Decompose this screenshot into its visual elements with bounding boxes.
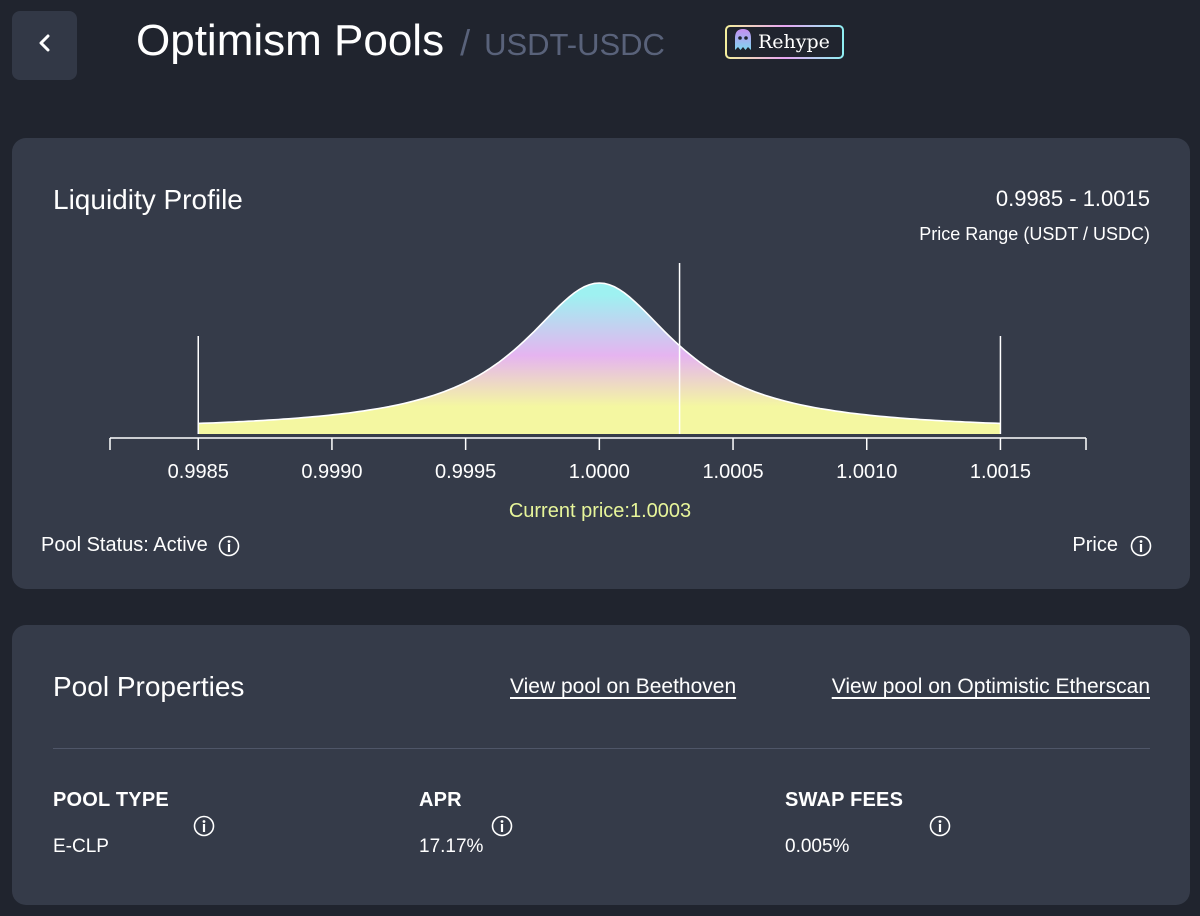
pool-status: Pool Status: Active — [41, 534, 240, 557]
current-price-value: 1.0003 — [629, 500, 692, 522]
info-icon[interactable] — [218, 535, 240, 557]
view-on-beethoven-link[interactable]: View pool on Beethoven — [510, 675, 737, 698]
info-icon[interactable] — [193, 815, 215, 837]
info-icon[interactable] — [1130, 535, 1152, 557]
view-on-etherscan-link[interactable]: View pool on Optimistic Etherscan — [831, 675, 1150, 698]
pool-status-text: Pool Status: Active — [41, 534, 208, 556]
x-tick-label: 1.0005 — [702, 461, 763, 483]
pool-type-value: E-CLP — [53, 836, 109, 857]
swap-fees-property: SWAP FEES 0.005% — [785, 789, 903, 858]
pool-properties-title: Pool Properties — [53, 671, 245, 702]
price-range-label: Price Range (USDT / USDC) — [919, 224, 1150, 244]
chevron-left-icon — [38, 34, 52, 57]
pool-pair: USDT-USDC — [484, 27, 665, 62]
liquidity-profile-card: Liquidity Profile 0.9985 - 1.0015 Price … — [12, 138, 1190, 589]
liquidity-area — [198, 283, 1001, 434]
title-separator: / — [460, 22, 471, 63]
current-price-text: Current price:1.0003 — [12, 500, 1188, 523]
liquidity-chart: 0.9985 0.9990 0.9995 1.0000 1.0005 1.0010 1.00… — [109, 263, 1087, 483]
swap-fees-value: 0.005% — [785, 836, 850, 857]
back-button[interactable] — [12, 11, 77, 80]
pool-type-property: POOL TYPE E-CLP — [53, 789, 169, 858]
x-tick-label: 0.9985 — [168, 461, 229, 483]
liquidity-profile-title: Liquidity Profile — [53, 184, 243, 215]
liquidity-curve — [198, 282, 1001, 425]
swap-fees-label: SWAP FEES — [785, 789, 904, 811]
pool-properties-card: Pool Properties View pool on Beethoven V… — [12, 625, 1190, 905]
divider — [53, 748, 1150, 749]
x-tick-label: 1.0015 — [970, 461, 1031, 483]
rehype-badge[interactable]: Rehype — [725, 25, 844, 59]
x-tick-label: 1.0000 — [569, 461, 630, 483]
apr-label: APR — [419, 789, 462, 811]
apr-property: APR 17.17% — [419, 789, 483, 858]
x-tick-label: 0.9990 — [301, 461, 362, 483]
x-tick-label: 0.9995 — [435, 461, 496, 483]
apr-value: 17.17% — [419, 836, 484, 857]
x-tick-label: 1.0010 — [836, 461, 897, 483]
page-title-main: Optimism Pools — [136, 16, 445, 65]
pool-type-label: POOL TYPE — [53, 789, 169, 811]
rehype-badge-label: Rehype — [758, 31, 830, 53]
price-legend-label: Price — [1072, 534, 1118, 556]
price-legend: Price — [1072, 534, 1152, 557]
ghost-icon — [733, 28, 753, 57]
price-range-value: 0.9985 - 1.0015 — [995, 186, 1150, 211]
current-price-label: Current price: — [508, 500, 630, 522]
page-title: Optimism Pools / USDT-USDC — [136, 16, 665, 66]
info-icon[interactable] — [491, 815, 513, 837]
info-icon[interactable] — [929, 815, 951, 837]
